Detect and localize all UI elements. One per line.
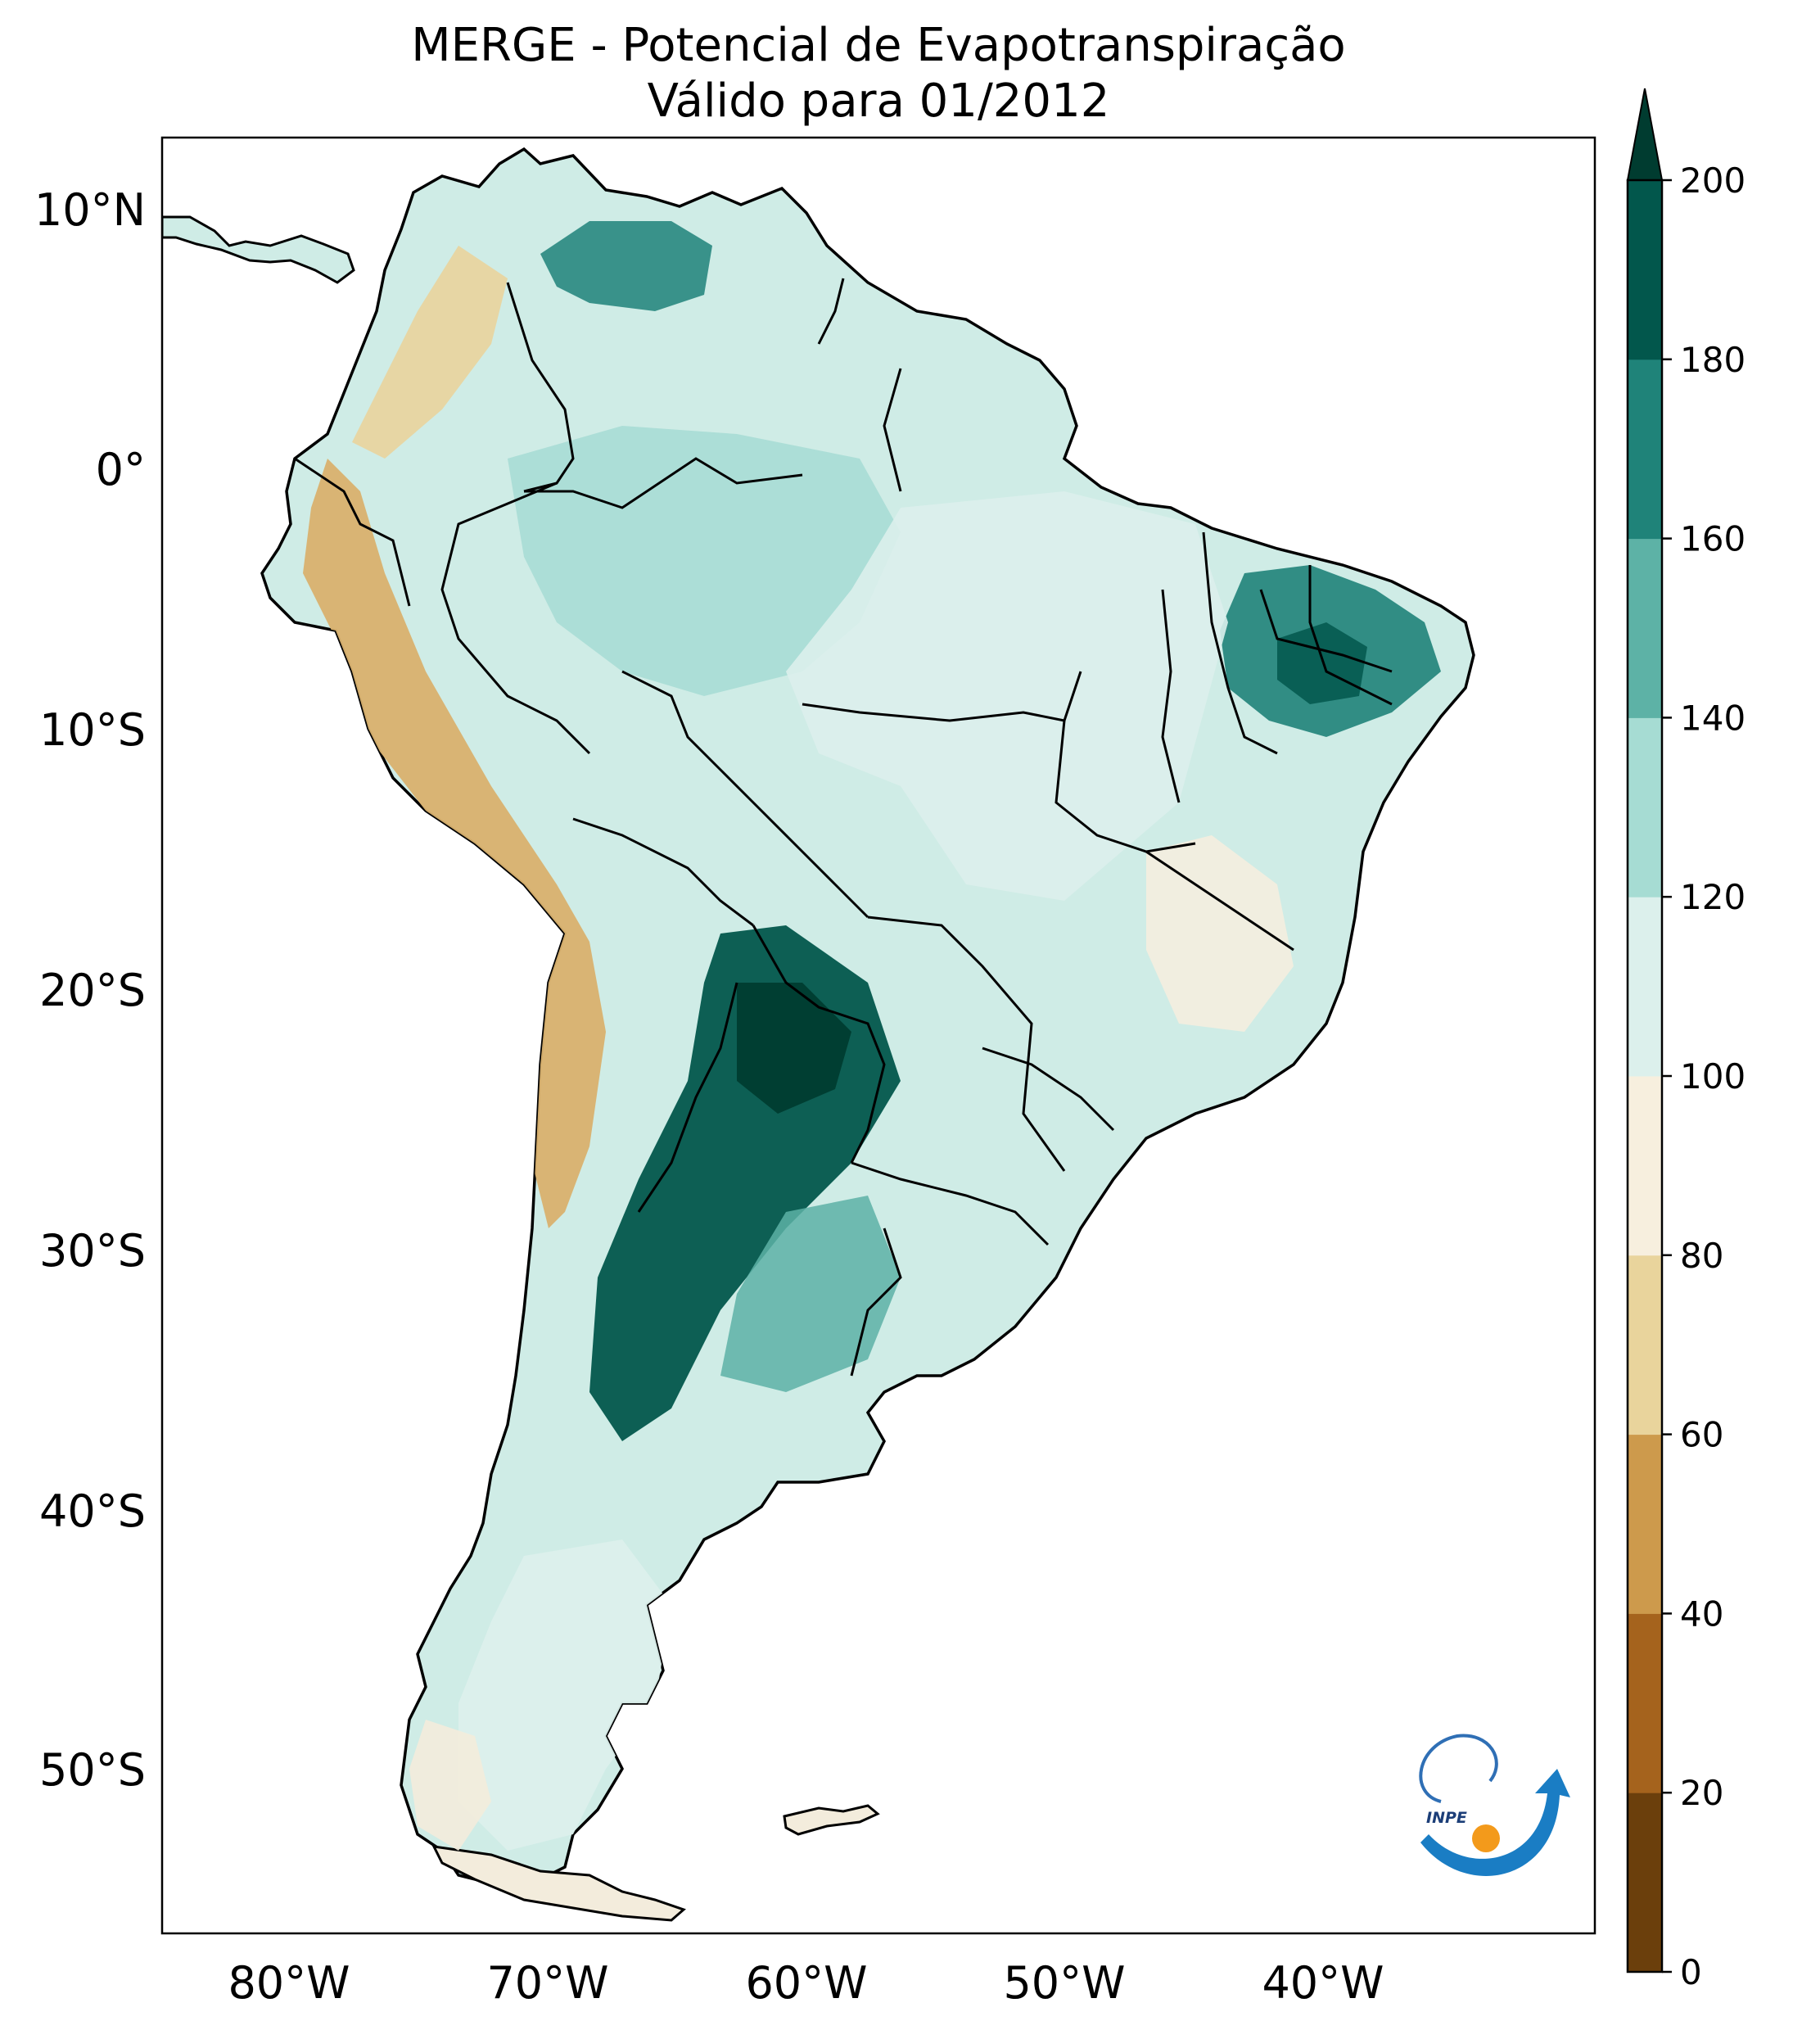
- colorbar-tick-label: 120: [1680, 877, 1745, 917]
- pet-amazon-zone: [508, 426, 901, 696]
- lon-label-70w: 70°W: [486, 1957, 608, 2009]
- pet-paraguay-high-zone: [737, 983, 851, 1114]
- lon-label-40w: 40°W: [1262, 1957, 1384, 2009]
- lat-label-10s: 10°S: [39, 704, 146, 756]
- colorbar-bin: [1628, 1793, 1662, 1973]
- colorbar-tick-label: 0: [1680, 1952, 1702, 1992]
- pet-southern-tip-zone: [409, 1720, 491, 1851]
- lon-label-80w: 80°W: [228, 1957, 350, 2009]
- inpe-logo-icon: INPE: [1419, 1734, 1570, 1876]
- pet-andes-north-zone: [352, 246, 508, 459]
- lat-label-10n: 10°N: [34, 184, 146, 236]
- central-america-landmass: [162, 215, 355, 284]
- lat-label-30s: 30°S: [39, 1225, 146, 1277]
- colorbar-bin: [1628, 1434, 1662, 1614]
- colorbar-tick-label: 100: [1680, 1056, 1745, 1096]
- lon-label-50w: 50°W: [1003, 1957, 1125, 2009]
- colorbar-bin: [1628, 1255, 1662, 1435]
- pet-field: [303, 221, 1441, 1851]
- pet-southeast-brazil-zone: [1146, 835, 1294, 1032]
- colorbar-bin: [1628, 1076, 1662, 1256]
- pet-northeast-core-zone: [1277, 622, 1367, 704]
- colorbar-tick-label: 80: [1680, 1236, 1723, 1276]
- lat-label-50s: 50°S: [39, 1744, 146, 1796]
- inpe-logo-text: INPE: [1426, 1809, 1467, 1827]
- colorbar-tick-label: 20: [1680, 1773, 1723, 1813]
- falkland-islands: [783, 1804, 880, 1836]
- colorbar-tick-label: 60: [1680, 1415, 1723, 1455]
- pet-argentina-east-zone: [720, 1196, 901, 1392]
- pet-central-brazil-zone: [786, 491, 1228, 901]
- colorbar: 0 20 40 60 80 100 120 140 160 180 200: [1626, 88, 1745, 1992]
- tierra-del-fuego: [431, 1845, 686, 1922]
- lat-label-0: 0°: [96, 444, 146, 495]
- colorbar-bin: [1628, 1613, 1662, 1793]
- colorbar-bin: [1628, 180, 1662, 360]
- colorbar-bin: [1628, 897, 1662, 1077]
- country-borders: [294, 278, 1393, 1377]
- colorbar-bin: [1628, 717, 1662, 897]
- colorbar-tick-label: 40: [1680, 1594, 1723, 1634]
- pet-patagonia-zone: [458, 1539, 671, 1851]
- colorbar-bin: [1628, 359, 1662, 540]
- map-subtitle: Válido para 01/2012: [647, 75, 1110, 128]
- colorbar-tick-label: 140: [1680, 698, 1745, 738]
- lat-label-20s: 20°S: [39, 965, 146, 1016]
- pet-venezuela-high-zone: [540, 221, 712, 311]
- colorbar-tick-label: 160: [1680, 519, 1745, 559]
- colorbar-extend-max: [1626, 88, 1664, 181]
- pet-andes-coast-zone: [303, 459, 606, 1228]
- colorbar-tick-label: 200: [1680, 161, 1745, 201]
- map-title: MERGE - Potencial de Evapotranspiração: [411, 19, 1346, 72]
- colorbar-tick-label: 180: [1680, 340, 1745, 380]
- lat-label-40s: 40°S: [39, 1485, 146, 1537]
- colorbar-bin: [1628, 538, 1662, 718]
- lon-label-60w: 60°W: [745, 1957, 867, 2009]
